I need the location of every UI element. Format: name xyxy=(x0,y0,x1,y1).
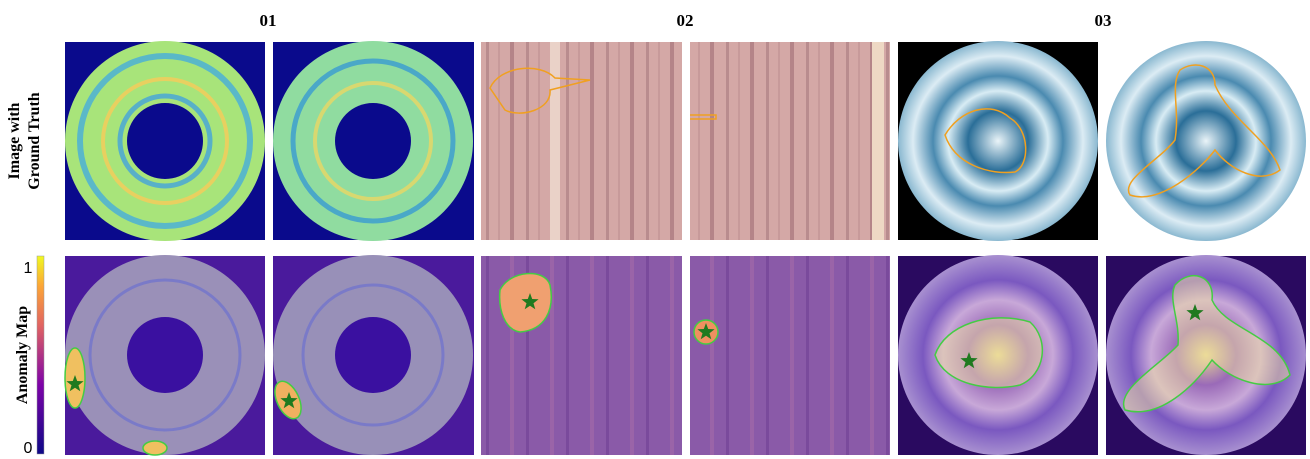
anomaly-map xyxy=(481,256,682,455)
image xyxy=(1106,41,1306,241)
column-header: 02 xyxy=(677,11,694,30)
anomaly-map xyxy=(690,256,890,455)
colorbar xyxy=(37,256,44,454)
colorbar-label: 0 xyxy=(24,440,33,457)
anomaly-map xyxy=(270,255,474,455)
image xyxy=(898,41,1098,241)
image xyxy=(273,41,474,241)
image xyxy=(690,42,890,240)
row-label: Ground Truth xyxy=(26,92,43,189)
anomaly-map xyxy=(65,255,265,455)
anomaly-map xyxy=(898,255,1098,455)
image xyxy=(481,42,682,240)
anomaly-map xyxy=(1106,255,1306,455)
image xyxy=(65,41,265,241)
row-label: Anomaly Map xyxy=(14,306,31,404)
column-header: 01 xyxy=(260,11,277,30)
figure: 01 02 03 Image with Ground Truth Anomaly… xyxy=(0,0,1310,459)
colorbar-label: 1 xyxy=(24,260,33,277)
row-label: Image with xyxy=(6,102,23,179)
column-header: 03 xyxy=(1095,11,1112,30)
